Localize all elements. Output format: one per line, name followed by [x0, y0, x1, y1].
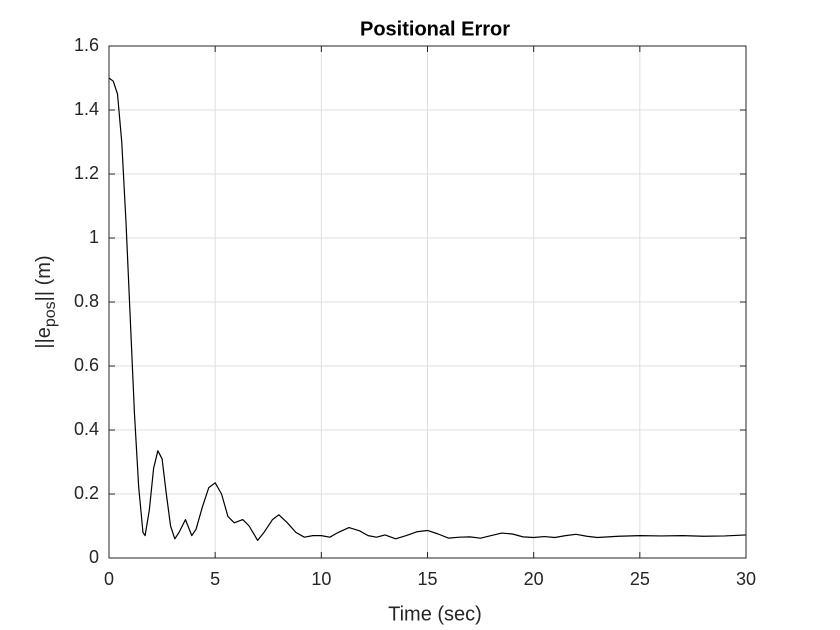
- y-axis-label: ||epos|| (m): [33, 255, 59, 348]
- x-tick-label: 30: [736, 569, 756, 589]
- y-tick-label: 0.6: [74, 355, 99, 375]
- x-tick-label: 20: [524, 569, 544, 589]
- x-axis-label: Time (sec): [388, 603, 482, 625]
- y-tick-label: 0.8: [74, 291, 99, 311]
- x-tick-label: 15: [417, 569, 437, 589]
- axes-box: [108, 45, 747, 559]
- x-tick-label: 0: [104, 569, 114, 589]
- y-label-subscript: pos: [42, 301, 59, 327]
- y-tick-label: 1: [89, 227, 99, 247]
- chart-title: Positional Error: [360, 18, 510, 40]
- y-tick-label: 0.2: [74, 483, 99, 503]
- y-tick-label: 1.6: [74, 35, 99, 55]
- y-tick-label: 1.2: [74, 163, 99, 183]
- y-label-part: || (m): [33, 255, 55, 301]
- y-tick-label: 1.4: [74, 99, 99, 119]
- y-label-part: ||e: [33, 327, 55, 349]
- x-tick-label: 25: [630, 569, 650, 589]
- y-tick-label: 0.4: [74, 419, 99, 439]
- y-tick-label: 0: [89, 547, 99, 567]
- data-line: [108, 77, 747, 541]
- x-tick-label: 10: [311, 569, 331, 589]
- x-tick-label: 5: [210, 569, 220, 589]
